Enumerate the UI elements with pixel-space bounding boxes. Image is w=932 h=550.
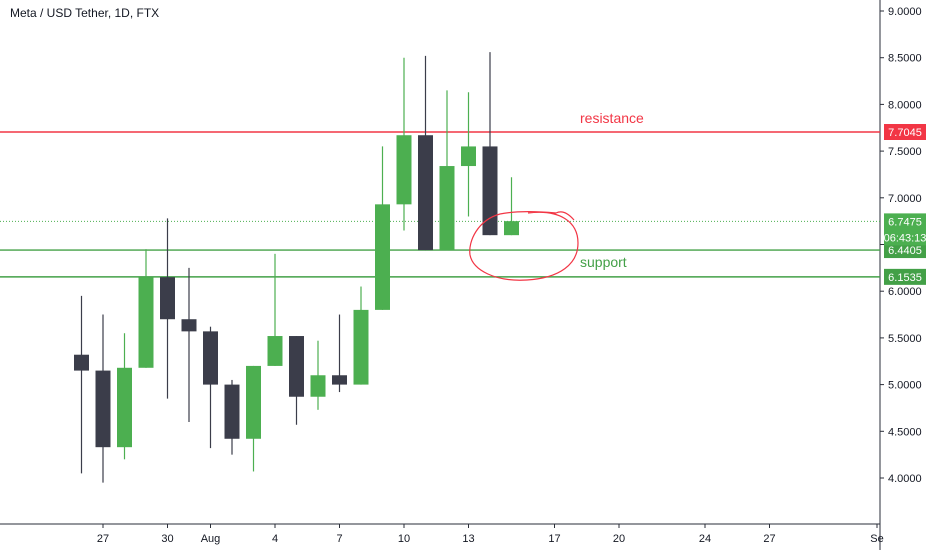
y-tick-labels: 9.00008.50008.00007.50007.00006.50006.00… <box>880 6 922 485</box>
x-tick-label: 24 <box>699 533 711 545</box>
y-tick-label: 5.0000 <box>888 380 922 392</box>
candle-body <box>138 277 154 368</box>
candle <box>117 333 132 460</box>
candle-body <box>74 354 89 371</box>
annotation-drawings[interactable] <box>469 211 579 281</box>
candle-body <box>418 135 433 251</box>
support-upper-price-tag <box>884 242 926 259</box>
x-tick-label: Aug <box>201 533 221 545</box>
x-tick-label: Se <box>870 533 883 545</box>
candle <box>332 314 347 393</box>
y-tick-label: 8.5000 <box>888 53 922 65</box>
candle <box>418 55 433 251</box>
candle-body <box>267 336 283 366</box>
y-tick-label: 5.5000 <box>888 333 922 345</box>
candle-body <box>504 221 519 236</box>
x-tick-labels: 27 30 Aug 4 7 10 13 17 20 24 27 Se <box>97 524 884 545</box>
candle-body <box>246 365 261 439</box>
x-tick-label: 27 <box>97 533 109 545</box>
candle-body <box>181 319 197 332</box>
x-tick-label: 20 <box>613 533 625 545</box>
candle <box>289 336 304 425</box>
candle-body <box>375 204 390 310</box>
support-annotation: support <box>580 254 627 270</box>
candle-body <box>160 277 175 320</box>
candle-body <box>117 367 132 448</box>
candle-body <box>353 309 369 385</box>
candle-body <box>289 336 304 397</box>
candle <box>246 365 261 472</box>
candle <box>375 146 390 310</box>
time-axis[interactable]: 27 30 Aug 4 7 10 13 17 20 24 27 Se <box>0 523 884 545</box>
y-tick-label: 8.0000 <box>888 99 922 111</box>
x-tick-label: 10 <box>398 533 410 545</box>
current-price-tag <box>884 213 926 246</box>
x-tick-label: 17 <box>548 533 560 545</box>
y-tick-label: 4.5000 <box>888 426 922 438</box>
candle <box>482 52 498 236</box>
resistance-price-tag <box>884 123 926 140</box>
candle <box>353 286 369 385</box>
candle <box>310 340 326 410</box>
candle-body <box>310 375 326 397</box>
candle <box>396 57 412 231</box>
candle <box>224 379 240 455</box>
x-tick-label: 13 <box>462 533 474 545</box>
candle <box>461 92 476 217</box>
countdown-label: 06:43:13 <box>884 232 927 244</box>
candle <box>203 326 218 449</box>
candle-body <box>203 331 218 385</box>
support-lower-price-label: 6.1535 <box>888 272 922 284</box>
y-tick-label: 7.0000 <box>888 193 922 205</box>
symbol-title[interactable]: Meta / USD Tether, 1D, FTX <box>10 6 160 20</box>
price-levels: resistance support <box>0 110 880 278</box>
resistance-annotation: resistance <box>580 110 644 126</box>
y-tick-label: 7.5000 <box>888 146 922 158</box>
x-tick-label: 27 <box>763 533 775 545</box>
candle <box>504 177 519 236</box>
annotation-circle-drawing[interactable] <box>469 211 579 281</box>
candle-body <box>95 370 111 448</box>
candle-body <box>332 375 347 385</box>
support-lower-price-tag <box>884 268 926 285</box>
x-tick-label: 4 <box>272 533 278 545</box>
candle-body <box>224 384 240 439</box>
candle <box>138 249 154 368</box>
current-price-label: 6.7475 <box>888 216 922 228</box>
candle-body <box>482 146 498 236</box>
price-level-labels: 7.7045 6.4405 6.1535 <box>884 123 926 285</box>
y-tick-label: 4.0000 <box>888 473 922 485</box>
x-tick-label: 7 <box>336 533 342 545</box>
x-tick-label: 30 <box>161 533 173 545</box>
candle <box>181 267 197 422</box>
price-axis[interactable]: 9.00008.50008.00007.50007.00006.50006.00… <box>879 0 922 550</box>
candles <box>74 52 519 483</box>
candle-body <box>396 135 412 205</box>
current-price-marker: 6.7475 06:43:13 <box>884 213 927 246</box>
candle <box>95 314 111 483</box>
candle-body <box>461 146 476 167</box>
resistance-price-label: 7.7045 <box>888 127 922 139</box>
support-upper-price-label: 6.4405 <box>888 245 922 257</box>
candle <box>267 253 283 366</box>
candle <box>439 90 455 251</box>
candle-body <box>439 166 455 251</box>
candle <box>74 295 89 474</box>
y-tick-label: 9.0000 <box>888 6 922 18</box>
y-tick-label: 6.0000 <box>888 286 922 298</box>
candle <box>160 218 175 399</box>
